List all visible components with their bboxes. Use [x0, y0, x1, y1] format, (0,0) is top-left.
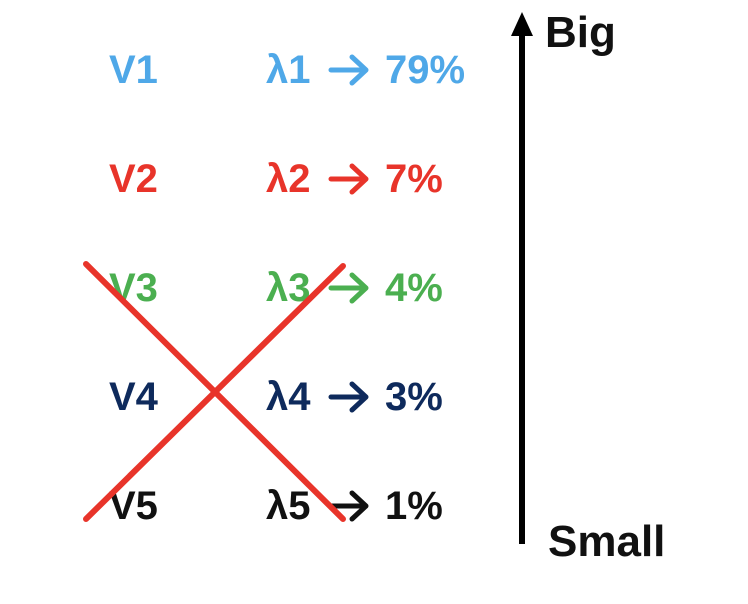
right-arrow-icon	[328, 381, 369, 413]
component-row-2: V2 λ2 7%	[0, 149, 500, 209]
vector-label: V2	[109, 157, 158, 201]
component-row-4: V4 λ4 3%	[0, 367, 500, 427]
eigenvalue-label: λ4	[266, 375, 311, 419]
right-arrow-icon	[328, 272, 369, 304]
vector-label: V4	[109, 375, 158, 419]
variance-percent: 3%	[385, 375, 443, 419]
variance-percent: 79%	[385, 48, 466, 92]
eigenvalue-label: λ2	[266, 157, 311, 201]
vector-label: V1	[109, 48, 158, 92]
eigenvalue-label: λ1	[266, 48, 311, 92]
component-row-5: V5 λ5 1%	[0, 476, 500, 536]
vector-label: V3	[109, 266, 158, 310]
variance-percent: 4%	[385, 266, 443, 310]
component-row-1: V1 λ1 79%	[0, 40, 500, 100]
component-row-3: V3 λ3 4%	[0, 258, 500, 318]
variance-percent: 7%	[385, 157, 443, 201]
right-arrow-icon	[328, 163, 369, 195]
scale-top-label: Big	[545, 8, 616, 57]
right-arrow-icon	[328, 54, 369, 86]
eigenvalue-label: λ5	[266, 484, 311, 528]
scale-arrow-head	[511, 12, 533, 36]
variance-percent: 1%	[385, 484, 443, 528]
cross-stroke-up	[83, 263, 346, 522]
right-arrow-icon	[328, 490, 369, 522]
scale-bottom-label: Small	[548, 517, 666, 566]
